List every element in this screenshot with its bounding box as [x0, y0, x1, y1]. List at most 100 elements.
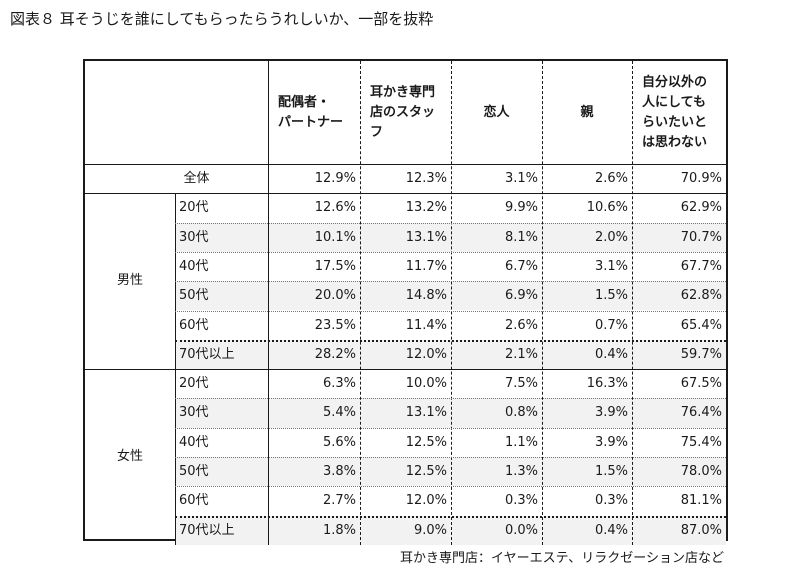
value-cell: 0.8% — [504, 405, 538, 421]
column-header-line: 配偶者・ — [278, 94, 331, 110]
row-label-total: 全体 — [183, 171, 210, 186]
row-rule — [175, 427, 726, 429]
value-cell: 8.1% — [504, 229, 538, 245]
value-cell: 12.0% — [405, 346, 447, 362]
row-rule — [175, 486, 726, 488]
value-cell: 12.9% — [314, 171, 356, 186]
age-label: 70代以上 — [179, 522, 235, 538]
value-cell: 1.1% — [504, 434, 538, 450]
value-cell: 7.5% — [504, 376, 538, 392]
column-header: 配偶者・ パートナー — [268, 61, 360, 164]
column-header-line: フ — [370, 124, 384, 140]
age-label: 30代 — [179, 229, 209, 245]
age-label: 70代以上 — [179, 346, 235, 362]
row-rule — [175, 222, 726, 224]
age-label: 50代 — [179, 464, 209, 479]
row-shading — [175, 222, 726, 252]
footnote: 耳かき専門店：イヤーエステ、リラクゼーション店など — [400, 551, 724, 566]
value-cell: 13.1% — [405, 405, 447, 421]
value-cell: 20.0% — [314, 288, 356, 304]
row-shading — [175, 281, 726, 311]
age-label: 60代 — [179, 317, 209, 333]
age-label: 60代 — [179, 493, 209, 509]
value-cell: 10.0% — [405, 376, 447, 392]
column-divider — [542, 61, 543, 545]
value-cell: 0.4% — [594, 522, 628, 538]
column-header: 親 — [542, 61, 632, 164]
column-divider — [268, 61, 269, 545]
value-cell: 9.9% — [504, 200, 538, 216]
age-label: 20代 — [179, 200, 209, 216]
value-cell: 0.4% — [594, 346, 628, 362]
value-cell: 10.1% — [314, 229, 356, 245]
column-header-line: 親 — [580, 104, 594, 120]
value-cell: 13.2% — [405, 200, 447, 216]
value-cell: 9.0% — [413, 522, 447, 538]
row-rule — [175, 281, 726, 283]
column-header-line: 恋人 — [483, 104, 510, 120]
column-header-text: 恋人 — [483, 103, 509, 123]
value-cell: 23.5% — [314, 317, 356, 333]
value-cell: 62.8% — [680, 288, 722, 304]
age-label: 40代 — [179, 258, 209, 274]
value-cell: 6.3% — [322, 376, 356, 392]
value-cell: 12.3% — [405, 171, 447, 186]
value-cell: 17.5% — [314, 258, 356, 274]
value-cell: 14.8% — [405, 288, 447, 304]
column-header-line: は思わない — [642, 134, 708, 150]
column-divider — [451, 61, 452, 545]
column-header: 恋人 — [451, 61, 542, 164]
value-cell: 6.7% — [504, 258, 538, 274]
value-cell: 2.1% — [504, 346, 538, 362]
value-cell: 1.5% — [594, 288, 628, 304]
value-cell: 65.4% — [680, 317, 722, 333]
group-label: 女性 — [116, 449, 143, 465]
group-rule — [85, 369, 726, 371]
age-label: 20代 — [179, 376, 209, 392]
value-cell: 12.6% — [314, 200, 356, 216]
value-cell: 2.0% — [594, 229, 628, 245]
value-cell: 70.9% — [680, 171, 722, 186]
row-shading — [175, 457, 726, 487]
value-cell: 0.0% — [504, 522, 538, 538]
value-cell: 10.6% — [586, 200, 628, 216]
value-cell: 2.7% — [322, 493, 356, 509]
value-cell: 12.5% — [405, 434, 447, 450]
value-cell: 0.3% — [594, 493, 628, 509]
row-rule — [175, 310, 726, 312]
value-cell: 3.1% — [504, 171, 538, 186]
value-cell: 0.7% — [594, 317, 628, 333]
value-cell: 3.1% — [594, 258, 628, 274]
value-cell: 67.7% — [680, 258, 722, 274]
figure-title: 図表８ 耳そうじを誰にしてもらったらうれしいか、一部を抜粋 — [10, 10, 434, 28]
column-divider — [360, 61, 361, 545]
column-header-text: 自分以外の 人にしても らいたいと は思わない — [642, 73, 707, 153]
value-cell: 2.6% — [594, 171, 628, 186]
value-cell: 16.3% — [586, 376, 628, 392]
column-header-line: 店のスタッ — [370, 104, 436, 120]
value-cell: 1.3% — [504, 464, 538, 479]
value-cell: 0.3% — [504, 493, 538, 509]
column-header-line: パートナー — [278, 114, 344, 130]
row-shading — [175, 398, 726, 428]
column-header-text: 耳かき専門店のスタッフ — [370, 83, 435, 143]
row-rule — [175, 457, 726, 458]
value-cell: 81.1% — [680, 493, 722, 509]
column-header-text: 親 — [580, 103, 593, 123]
value-cell: 1.8% — [322, 522, 356, 538]
value-cell: 5.4% — [322, 405, 356, 421]
column-header-line: 人にしても — [642, 94, 706, 110]
age-label: 40代 — [179, 434, 209, 450]
value-cell: 11.7% — [405, 258, 447, 274]
column-header: 自分以外の 人にしても らいたいと は思わない — [632, 61, 726, 164]
value-cell: 5.6% — [322, 434, 356, 450]
group-label: 男性 — [116, 273, 143, 289]
value-cell: 3.9% — [594, 434, 628, 450]
value-cell: 12.5% — [405, 464, 447, 479]
value-cell: 1.5% — [594, 464, 628, 479]
column-header-line: 耳かき専門 — [370, 84, 436, 100]
row-rule — [175, 398, 726, 400]
column-divider — [632, 61, 633, 545]
value-cell: 6.9% — [504, 288, 538, 304]
column-header: 耳かき専門店のスタッフ — [360, 61, 451, 164]
